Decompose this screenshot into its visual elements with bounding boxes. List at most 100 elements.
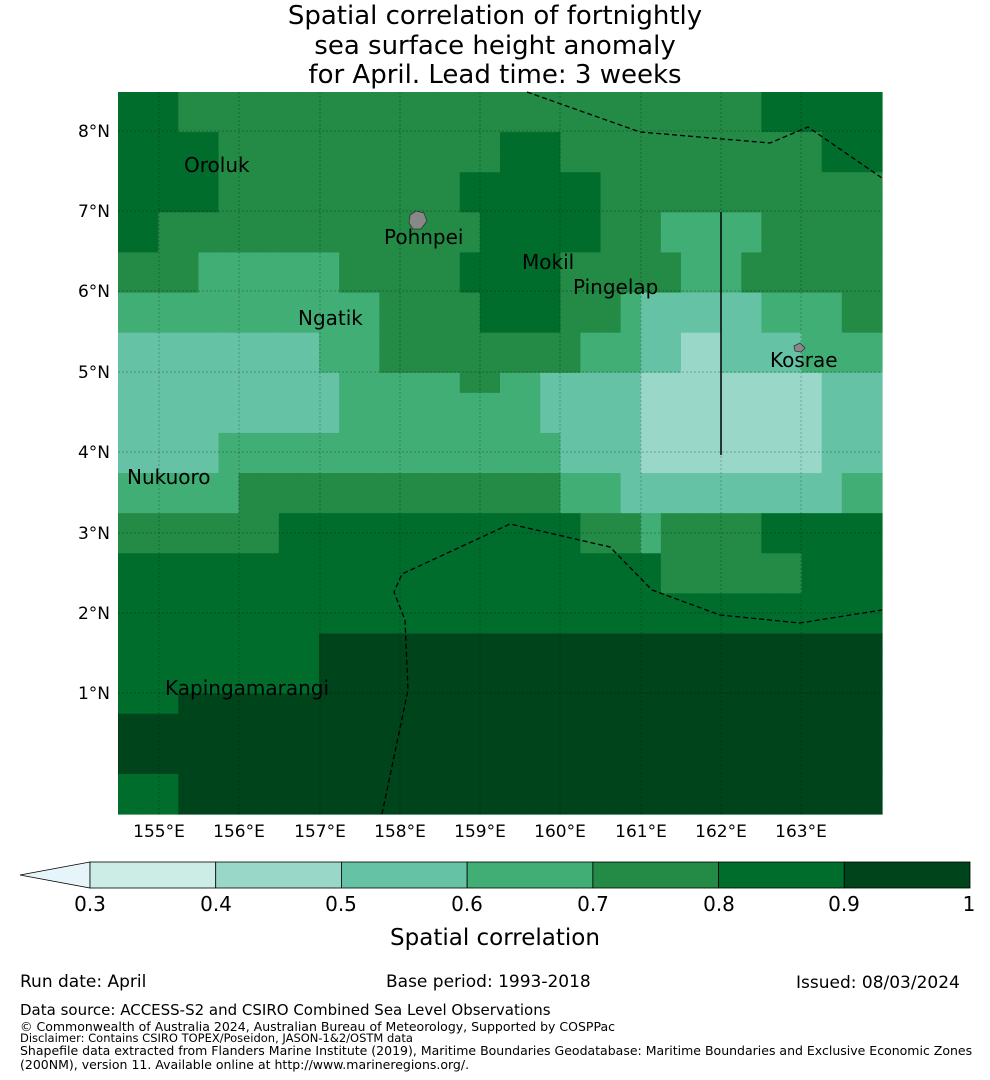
grid-cell	[238, 132, 260, 153]
grid-cell	[540, 352, 561, 374]
grid-cell	[520, 352, 541, 374]
grid-cell	[721, 252, 742, 274]
grid-cell	[841, 793, 863, 815]
grid-cell	[701, 132, 722, 153]
grid-cell	[741, 453, 762, 474]
grid-cell	[278, 292, 300, 314]
grid-cell	[761, 793, 783, 815]
grid-cell	[640, 392, 662, 414]
grid-cell	[741, 372, 762, 394]
grid-cell	[580, 733, 602, 755]
grid-cell	[118, 412, 139, 434]
grid-cell	[841, 553, 863, 574]
grid-cell	[198, 553, 220, 574]
grid-cell	[479, 693, 501, 715]
grid-cell	[178, 473, 200, 494]
grid-cell	[178, 352, 200, 374]
grid-cell	[660, 192, 682, 213]
grid-cell	[781, 513, 803, 534]
lon-label: 162°E	[695, 822, 747, 842]
grid-cell	[520, 392, 541, 414]
lat-label: 8°N	[78, 122, 110, 142]
grid-cell	[218, 432, 240, 454]
grid-cell	[479, 112, 501, 133]
grid-cell	[339, 312, 360, 334]
grid-cell	[319, 573, 340, 594]
grid-cell	[540, 112, 561, 133]
grid-cell	[339, 112, 360, 133]
grid-cell	[359, 653, 380, 675]
grid-cell	[138, 132, 159, 153]
grid-cell	[500, 533, 521, 554]
grid-cell	[701, 332, 722, 354]
grid-cell	[620, 112, 642, 133]
grid-cell	[459, 352, 481, 374]
grid-cell	[439, 312, 461, 334]
grid-cell	[479, 673, 501, 695]
grid-cell	[158, 92, 179, 113]
grid-cell	[821, 573, 843, 594]
grid-cell	[118, 252, 139, 274]
grid-cell	[660, 613, 682, 635]
grid-cell	[359, 793, 380, 815]
grid-cell	[178, 132, 200, 153]
grid-cell	[540, 212, 561, 233]
grid-cell	[540, 392, 561, 414]
grid-cell	[660, 112, 682, 133]
grid-cell	[841, 453, 863, 474]
grid-cell	[640, 733, 662, 755]
grid-cell	[479, 312, 501, 334]
grid-cell	[158, 312, 179, 334]
grid-cell	[841, 132, 863, 153]
grid-cell	[721, 453, 742, 474]
grid-cell	[781, 553, 803, 574]
grid-cell	[198, 92, 220, 113]
grid-cell	[479, 573, 501, 594]
colorbar-segment	[215, 861, 342, 889]
grid-cell	[500, 693, 521, 715]
grid-cell	[821, 553, 843, 574]
base-period: Base period: 1993-2018	[386, 972, 591, 992]
grid-cell	[821, 653, 843, 675]
grid-cell	[359, 392, 380, 414]
grid-cell	[620, 533, 642, 554]
grid-cell	[660, 773, 682, 795]
grid-cell	[399, 533, 421, 554]
grid-cell	[741, 232, 762, 254]
grid-cell	[459, 473, 481, 494]
grid-cell	[359, 573, 380, 594]
grid-cell	[500, 753, 521, 775]
grid-cell	[379, 613, 401, 635]
grid-cell	[821, 733, 843, 755]
grid-cell	[479, 633, 501, 655]
grid-cell	[841, 493, 863, 514]
grid-cell	[540, 372, 561, 394]
grid-cell	[278, 533, 300, 554]
grid-cell	[419, 593, 441, 615]
grid-cell	[258, 432, 280, 454]
grid-cell	[721, 392, 742, 414]
grid-cell	[520, 793, 541, 815]
grid-cell	[560, 793, 582, 815]
grid-cell	[298, 613, 320, 635]
grid-cell	[118, 513, 139, 534]
grid-cell	[379, 372, 401, 394]
grid-cell	[640, 432, 662, 454]
grid-cell	[600, 613, 622, 635]
grid-cell	[158, 252, 179, 274]
grid-cell	[278, 713, 300, 735]
run-date: Run date: April	[20, 972, 147, 992]
grid-cell	[379, 653, 401, 675]
grid-cell	[540, 613, 561, 635]
grid-cell	[660, 713, 682, 735]
grid-cell	[379, 112, 401, 133]
grid-cell	[178, 152, 200, 173]
grid-cell	[459, 653, 481, 675]
grid-cell	[801, 773, 823, 795]
grid-cell	[138, 92, 159, 113]
grid-cell	[500, 773, 521, 795]
grid-cell	[781, 793, 803, 815]
grid-cell	[379, 352, 401, 374]
grid-cell	[680, 753, 702, 775]
grid-cell	[500, 553, 521, 574]
